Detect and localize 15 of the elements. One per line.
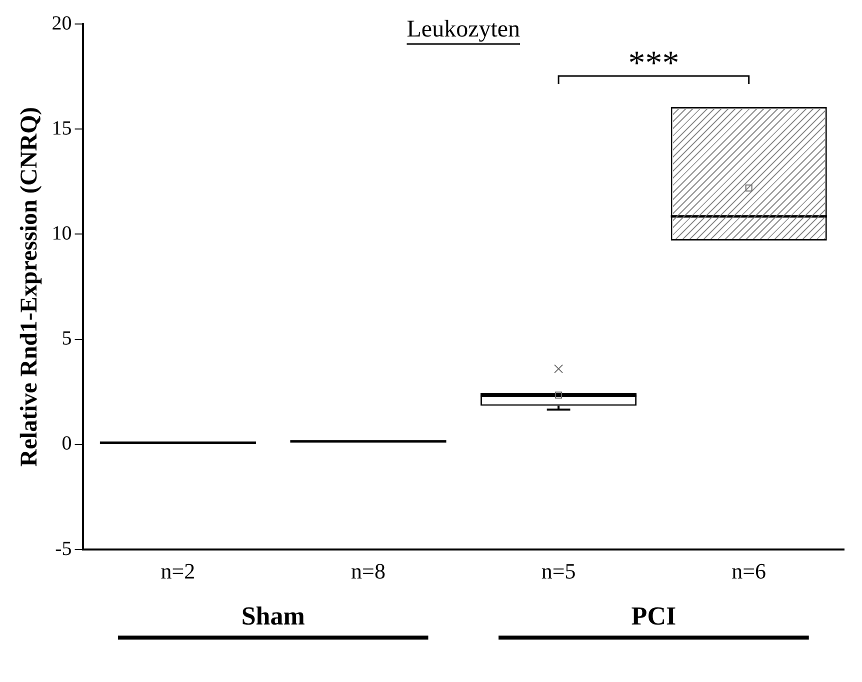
chart-title: Leukozyten xyxy=(406,16,520,42)
y-tick-label: -5 xyxy=(55,538,72,560)
y-tick-label: 5 xyxy=(62,328,72,350)
text: Sham xyxy=(241,602,306,631)
text: PCI xyxy=(631,602,676,631)
y-tick-label: 20 xyxy=(52,12,72,34)
annotation: *** xyxy=(628,45,680,82)
x-tick-label: n=5 xyxy=(541,558,576,584)
y-tick-label: 0 xyxy=(62,432,72,455)
y-axis-title: Relative Rnd1-Expression (CNRQ) xyxy=(16,107,43,467)
x-tick-label: n=6 xyxy=(732,558,766,584)
x-tick-label: n=2 xyxy=(160,558,196,584)
x-tick-label: n=8 xyxy=(351,558,386,584)
y-tick-label: 15 xyxy=(52,117,72,140)
y-tick-label: 10 xyxy=(52,222,72,244)
